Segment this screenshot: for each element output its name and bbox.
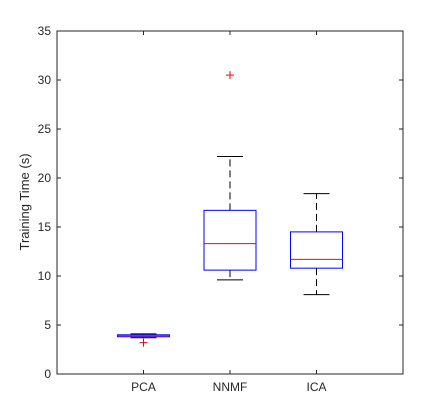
x-tick-label: PCA bbox=[131, 380, 156, 394]
y-tick-label: 5 bbox=[44, 318, 51, 332]
box-group-ica bbox=[290, 193, 343, 296]
boxes-layer bbox=[117, 71, 343, 347]
y-tick-label: 30 bbox=[38, 73, 52, 87]
plot-area bbox=[57, 31, 403, 374]
y-tick-label: 0 bbox=[44, 367, 51, 381]
y-tick-label: 25 bbox=[38, 122, 52, 136]
box-iqr bbox=[203, 209, 257, 271]
outlier-marker bbox=[139, 338, 148, 347]
y-tick-label: 20 bbox=[38, 171, 52, 185]
box-group-nnmf bbox=[203, 71, 257, 281]
y-axis-label: Training Time (s) bbox=[17, 153, 32, 250]
y-tick-label: 15 bbox=[38, 220, 52, 234]
axes-frame bbox=[56, 30, 404, 375]
x-tick-label: ICA bbox=[306, 380, 326, 394]
box-iqr bbox=[290, 231, 343, 269]
y-tick-label: 35 bbox=[38, 24, 52, 38]
box-group-pca bbox=[117, 333, 170, 347]
x-axis-ticks: PCA NNMF ICA bbox=[131, 31, 327, 394]
y-tick-label: 10 bbox=[38, 269, 52, 283]
y-axis-ticks: 0 5 10 15 20 25 30 35 bbox=[38, 24, 403, 381]
x-tick-label: NNMF bbox=[213, 380, 248, 394]
outlier-marker bbox=[226, 71, 234, 80]
